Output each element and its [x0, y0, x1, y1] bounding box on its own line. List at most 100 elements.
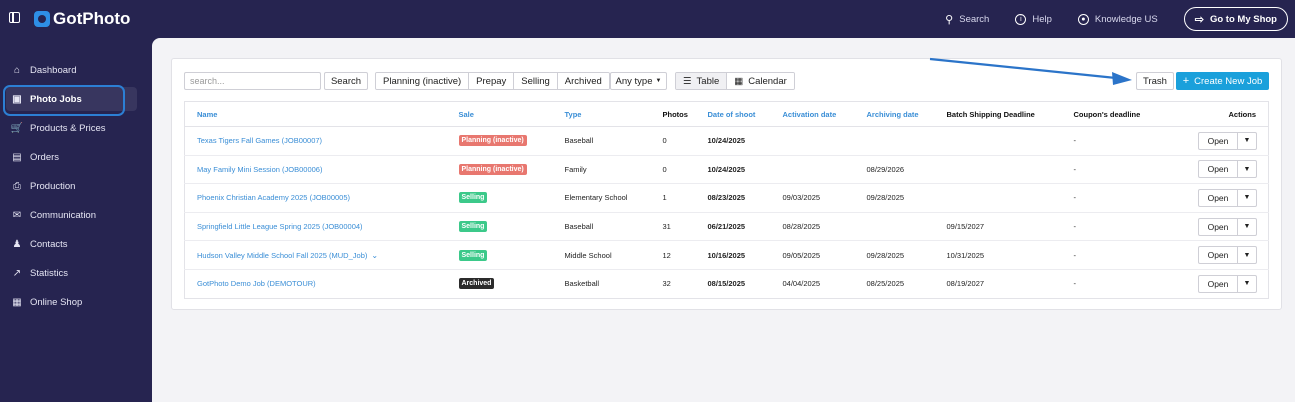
shipping-deadline-cell [934, 126, 1062, 156]
open-button[interactable]: Open [1199, 132, 1238, 149]
shipping-deadline-cell: 10/31/2025 [934, 240, 1062, 270]
tray-icon: ▤ [12, 151, 22, 163]
sale-cell: Selling [446, 240, 553, 270]
filter-selling[interactable]: Selling [514, 73, 558, 89]
logo[interactable]: GotPhoto [34, 9, 130, 29]
chart-icon: ↗ [12, 267, 22, 279]
col-archiving-date[interactable]: Archiving date [854, 101, 935, 127]
caret-down-icon[interactable]: ▼ [1243, 137, 1251, 145]
open-button[interactable]: Open [1199, 247, 1238, 264]
open-button-group: Open ▼ [1198, 274, 1257, 293]
open-button[interactable]: Open [1199, 189, 1238, 206]
coupon-deadline-cell: - [1061, 240, 1172, 270]
open-button[interactable]: Open [1199, 218, 1238, 235]
chevron-down-icon[interactable]: ⌄ [371, 250, 379, 260]
job-name: May Family Mini Session (JOB00006) [197, 164, 323, 174]
app-name: GotPhoto [53, 9, 131, 28]
table-row: GotPhoto Demo Job (DEMOTOUR) Archived Bask… [185, 269, 1269, 298]
actions-cell: Open ▼ [1171, 183, 1269, 213]
sidebar-item-production[interactable]: ⎙ Production [6, 174, 137, 198]
filter-archived[interactable]: Archived [557, 73, 609, 89]
sidebar-item-dashboard[interactable]: ⌂ Dashboard [6, 58, 137, 82]
go-to-shop-label: Go to My Shop [1209, 13, 1277, 25]
activation-date-cell: 09/03/2025 [770, 183, 855, 213]
table-row: May Family Mini Session (JOB00006) Planni… [184, 155, 1269, 185]
filter-planning[interactable]: Planning (inactive) [376, 73, 470, 89]
archiving-date-cell: 09/28/2025 [854, 240, 935, 270]
sidebar-item-contacts[interactable]: ♟ Contacts [6, 232, 137, 256]
sidebar-item-orders[interactable]: ▤ Orders [6, 145, 137, 169]
job-name-link[interactable]: May Family Mini Session (JOB00006) [184, 155, 447, 185]
job-name-link[interactable]: Texas Tigers Fall Games (JOB00007) [184, 126, 447, 156]
open-button-group: Open ▼ [1198, 160, 1257, 179]
knowledge-link[interactable]: ● Knowledge US [1077, 13, 1158, 25]
sidebar-item-label: Products & Prices [30, 122, 106, 134]
help-label: Help [1032, 13, 1052, 25]
sidebar-item-statistics[interactable]: ↗ Statistics [6, 261, 137, 285]
caret-down-icon[interactable]: ▼ [1243, 280, 1251, 288]
shoot-date-cell: 08/15/2025 [707, 279, 746, 289]
sidebar-toggle-icon[interactable] [9, 12, 20, 23]
go-to-shop-button[interactable]: ⇨ Go to My Shop [1183, 7, 1288, 31]
caret-down-icon[interactable]: ▼ [1243, 165, 1251, 173]
open-button[interactable]: Open [1199, 161, 1238, 178]
job-name-link[interactable]: GotPhoto Demo Job (DEMOTOUR) [185, 269, 447, 298]
table-row: Springfield Little League Spring 2025 (J… [184, 212, 1269, 242]
info-icon: i [1015, 13, 1027, 25]
activation-date-cell: 09/05/2025 [770, 240, 855, 270]
coupon-deadline-cell: - [1061, 155, 1172, 185]
job-name: Texas Tigers Fall Games (JOB00007) [197, 136, 323, 146]
col-name[interactable]: Name [184, 101, 447, 127]
status-badge: Planning (inactive) [458, 135, 527, 147]
caret-down-icon[interactable]: ▼ [1243, 251, 1251, 259]
jobs-table: Name Sale Type Photos Date of shoot Acti… [184, 101, 1269, 299]
sale-cell: Selling [446, 183, 553, 213]
open-button[interactable]: Open [1199, 275, 1238, 292]
shipping-deadline-cell: 09/15/2027 [934, 212, 1062, 242]
type-cell: Basketball [564, 279, 600, 289]
coupon-deadline-cell: - [1073, 279, 1077, 289]
job-name-link[interactable]: Springfield Little League Spring 2025 (J… [184, 212, 447, 242]
type-cell: Middle School [552, 240, 651, 270]
main-content: Search Planning (inactive) Prepay Sellin… [152, 38, 1295, 402]
job-name-link[interactable]: Phoenix Christian Academy 2025 (JOB00005… [184, 183, 447, 213]
caret-down-icon[interactable]: ▼ [1243, 223, 1251, 231]
activation-date-cell: 04/04/2025 [782, 279, 821, 289]
search-button[interactable]: Search [324, 72, 368, 90]
job-name: Springfield Little League Spring 2025 (J… [197, 222, 363, 232]
sidebar-item-online-shop[interactable]: ▦ Online Shop [6, 290, 137, 314]
col-sale[interactable]: Sale [446, 101, 553, 127]
create-new-job-button[interactable]: + Create New Job [1176, 72, 1269, 90]
view-table-tab[interactable]: ☰ Table [676, 73, 728, 89]
archiving-date-cell [854, 212, 935, 242]
plus-icon: + [1182, 75, 1190, 87]
activation-date-cell: 08/28/2025 [770, 212, 855, 242]
open-button-group: Open ▼ [1198, 131, 1257, 150]
actions-cell: Open ▼ [1171, 212, 1269, 242]
knowledge-label: Knowledge US [1094, 13, 1158, 25]
type-cell: Elementary School [552, 183, 651, 213]
table-header-row: Name Sale Type Photos Date of shoot Acti… [184, 101, 1269, 127]
table-row: Texas Tigers Fall Games (JOB00007) Planni… [184, 126, 1269, 156]
sidebar-item-products-prices[interactable]: 🛒 Products & Prices [6, 116, 137, 140]
col-date-of-shoot[interactable]: Date of shoot [695, 101, 771, 127]
caret-down-icon[interactable]: ▼ [1243, 194, 1251, 202]
top-search-link[interactable]: ⚲ Search [945, 13, 989, 26]
filter-prepay[interactable]: Prepay [469, 73, 515, 89]
table-row: Hudson Valley Middle School Fall 2025 (M… [184, 240, 1269, 270]
view-calendar-tab[interactable]: ▦ Calendar [727, 73, 794, 89]
sidebar-item-photo-jobs[interactable]: ▣ Photo Jobs [6, 87, 137, 111]
job-name-link[interactable]: Hudson Valley Middle School Fall 2025 (M… [184, 240, 447, 270]
sidebar-item-communication[interactable]: ✉ Communication [6, 203, 137, 227]
col-type[interactable]: Type [552, 101, 651, 127]
trash-button[interactable]: Trash [1136, 72, 1174, 90]
help-link[interactable]: i Help [1015, 13, 1052, 25]
actions-cell: Open ▼ [1172, 269, 1269, 298]
caret-down-icon: ▼ [655, 78, 662, 84]
cart-icon: 🛒 [10, 122, 24, 134]
top-search-label: Search [959, 13, 990, 25]
search-input[interactable] [184, 72, 321, 90]
type-filter-dropdown[interactable]: Any type ▼ [610, 72, 667, 90]
store-icon: ▦ [12, 296, 22, 308]
col-activation-date[interactable]: Activation date [770, 101, 855, 127]
